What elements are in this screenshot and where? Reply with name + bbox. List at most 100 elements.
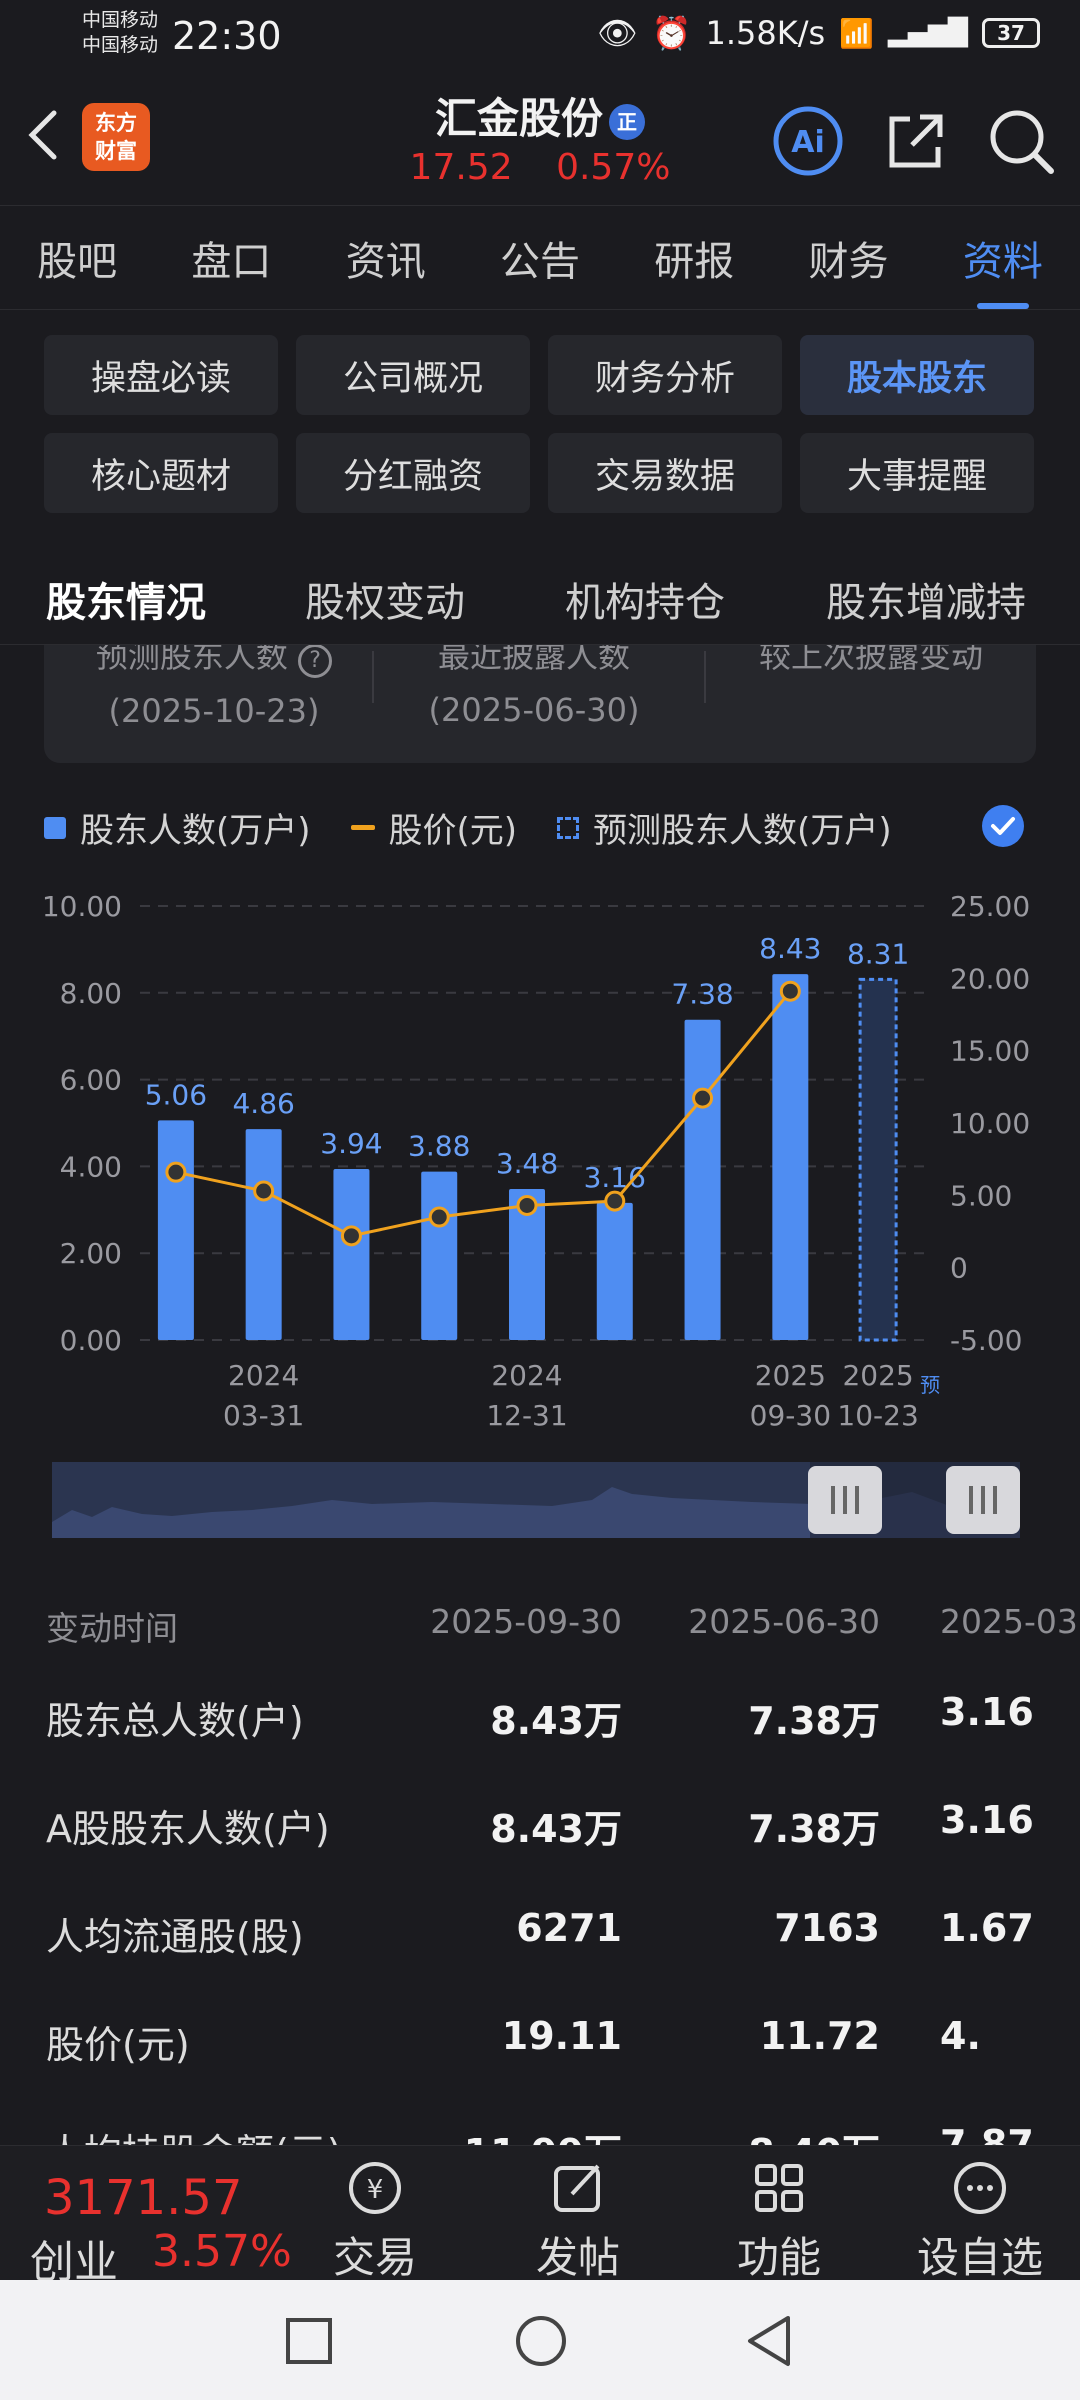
y-right-tick: -5.00: [950, 1324, 1022, 1357]
legend-holders[interactable]: 股东人数(万户): [44, 803, 311, 852]
trade-icon: ¥: [349, 2162, 401, 2214]
logo-line2: 财富: [95, 139, 137, 163]
divider: [372, 651, 374, 703]
stock-change: 0.57%: [556, 147, 671, 188]
y-left-tick: 8.00: [60, 977, 122, 1010]
subtab-institution-holdings[interactable]: 机构持仓: [565, 580, 725, 626]
home-icon[interactable]: [514, 2314, 568, 2368]
app-logo[interactable]: 东方 财富: [82, 103, 150, 171]
tab-finance[interactable]: 财务: [808, 238, 889, 285]
y-right-tick: 20.00: [950, 962, 1030, 995]
range-slider[interactable]: [52, 1462, 1020, 1538]
price-point: [692, 1087, 714, 1109]
bar-value-label: 3.48: [496, 1147, 558, 1180]
sub-button-trading-data[interactable]: 交易数据: [548, 433, 782, 513]
legend-price[interactable]: 股价(元): [350, 803, 517, 852]
bar: [421, 1171, 458, 1340]
sub-button-company-overview[interactable]: 公司概况: [296, 335, 530, 415]
sub-button-events[interactable]: 大事提醒: [800, 433, 1034, 513]
index-change[interactable]: 3.57%: [152, 2226, 292, 2277]
y-right-tick: 25.00: [950, 890, 1030, 923]
sub-button-trading-guide[interactable]: 操盘必读: [44, 335, 278, 415]
bottom-bar: 3171.57 创业 3.57% ¥ 交易 发帖 功能 设自选: [0, 2145, 1080, 2288]
tab-guba[interactable]: 股吧: [37, 238, 118, 285]
y-right-tick: 10.00: [950, 1107, 1030, 1140]
back-nav-icon[interactable]: [744, 2314, 794, 2368]
sub-button-core-topics[interactable]: 核心题材: [44, 433, 278, 513]
table-date: 2025-03: [940, 1602, 1078, 1641]
add-watchlist-button[interactable]: 设自选: [910, 2158, 1050, 2285]
row-label: 股价(元): [46, 2023, 190, 2067]
stock-title: 汇金股份正: [0, 85, 1080, 146]
subtab-shareholder-status[interactable]: 股东情况: [46, 570, 206, 658]
y-right-tick: 5.00: [950, 1179, 1012, 1212]
slider-handle-left[interactable]: [808, 1466, 882, 1534]
sub-button-shareholders[interactable]: 股本股东: [800, 335, 1034, 415]
function-button[interactable]: 功能: [709, 2158, 849, 2285]
tab-research[interactable]: 研报: [654, 238, 735, 285]
bar-value-label: 8.43: [759, 932, 821, 965]
x-tick-year: 2025: [755, 1359, 826, 1392]
bar: [684, 1019, 721, 1340]
recent-apps-icon[interactable]: [284, 2316, 334, 2366]
table-row: 股东总人数(户) 8.43万 7.38万 3.16: [0, 1670, 1080, 1778]
tab-news[interactable]: 资讯: [345, 238, 426, 285]
row-label: 股东总人数(户): [46, 1699, 304, 1743]
back-icon[interactable]: [24, 105, 64, 178]
subtab-holder-changes[interactable]: 股东增减持: [826, 580, 1026, 626]
add-watchlist-label: 设自选: [916, 2233, 1043, 2282]
predicted-count-date: (2025-10-23): [108, 692, 320, 730]
help-icon[interactable]: ?: [298, 645, 333, 678]
legend-predicted[interactable]: 预测股东人数(万户): [557, 803, 892, 852]
share-icon[interactable]: [880, 105, 952, 177]
tab-pankou[interactable]: 盘口: [191, 238, 272, 285]
battery-icon: 37: [982, 18, 1040, 48]
recent-count-col: 最近披露人数 (2025-06-30): [384, 645, 684, 729]
row-value: 11.72: [759, 2014, 880, 2058]
index-value[interactable]: 3171.57: [44, 2170, 243, 2226]
price-point: [428, 1206, 450, 1228]
bar-value-label: 4.86: [232, 1087, 294, 1120]
table-date: 2025-09-30: [430, 1602, 622, 1641]
stock-name: 汇金股份: [434, 94, 603, 143]
table-row: A股股东人数(户) 8.43万 7.38万 3.16: [0, 1778, 1080, 1886]
trade-button[interactable]: ¥ 交易: [305, 2158, 445, 2285]
sub-button-financial-analysis[interactable]: 财务分析: [548, 335, 782, 415]
price-point: [340, 1225, 362, 1247]
table-row: 人均持股金额(元) 11.99万 8.40万 7.87: [0, 2102, 1080, 2145]
row-value: 1.67: [940, 1906, 1034, 1950]
row-value: 6271: [516, 1906, 622, 1950]
function-label: 功能: [736, 2233, 821, 2282]
ai-icon[interactable]: Ai: [772, 105, 844, 177]
y-left-tick: 2.00: [60, 1237, 122, 1270]
tab-profile[interactable]: 资料: [963, 229, 1043, 309]
network-speed: 1.58K/s: [705, 14, 826, 52]
predicted-bar: [858, 977, 898, 1342]
post-button[interactable]: 发帖: [508, 2158, 648, 2285]
post-label: 发帖: [535, 2233, 620, 2282]
predicted-count-label: 预测股东人数: [95, 645, 288, 675]
x-tick-date: 09-30: [750, 1399, 831, 1430]
check-icon[interactable]: [982, 805, 1024, 847]
row-value: 8.40万: [660, 2122, 880, 2145]
carrier-bottom: 中国移动: [82, 34, 159, 56]
row-value: 11.99万: [402, 2122, 622, 2145]
price-point: [165, 1161, 187, 1183]
row-value: 8.43万: [490, 1807, 622, 1851]
svg-text:¥: ¥: [367, 2175, 384, 2205]
y-right-tick: 15.00: [950, 1035, 1030, 1068]
row-value: 7.38万: [748, 1807, 880, 1851]
y-right-tick: 0: [950, 1252, 968, 1285]
search-icon[interactable]: [985, 105, 1057, 177]
table-row: 人均流通股(股) 6271 7163 1.67: [0, 1886, 1080, 1994]
slider-handle-right[interactable]: [946, 1466, 1020, 1534]
y-left-tick: 4.00: [60, 1150, 122, 1183]
row-label: A股股东人数(户): [46, 1807, 330, 1851]
clock: 22:30: [172, 14, 282, 58]
subtab-equity-change[interactable]: 股权变动: [305, 580, 465, 626]
tab-notice[interactable]: 公告: [499, 238, 580, 285]
sub-button-dividends[interactable]: 分红融资: [296, 433, 530, 513]
row-value: 7.38万: [748, 1699, 880, 1743]
index-name[interactable]: 创业: [30, 2237, 118, 2288]
divider: [704, 651, 706, 703]
